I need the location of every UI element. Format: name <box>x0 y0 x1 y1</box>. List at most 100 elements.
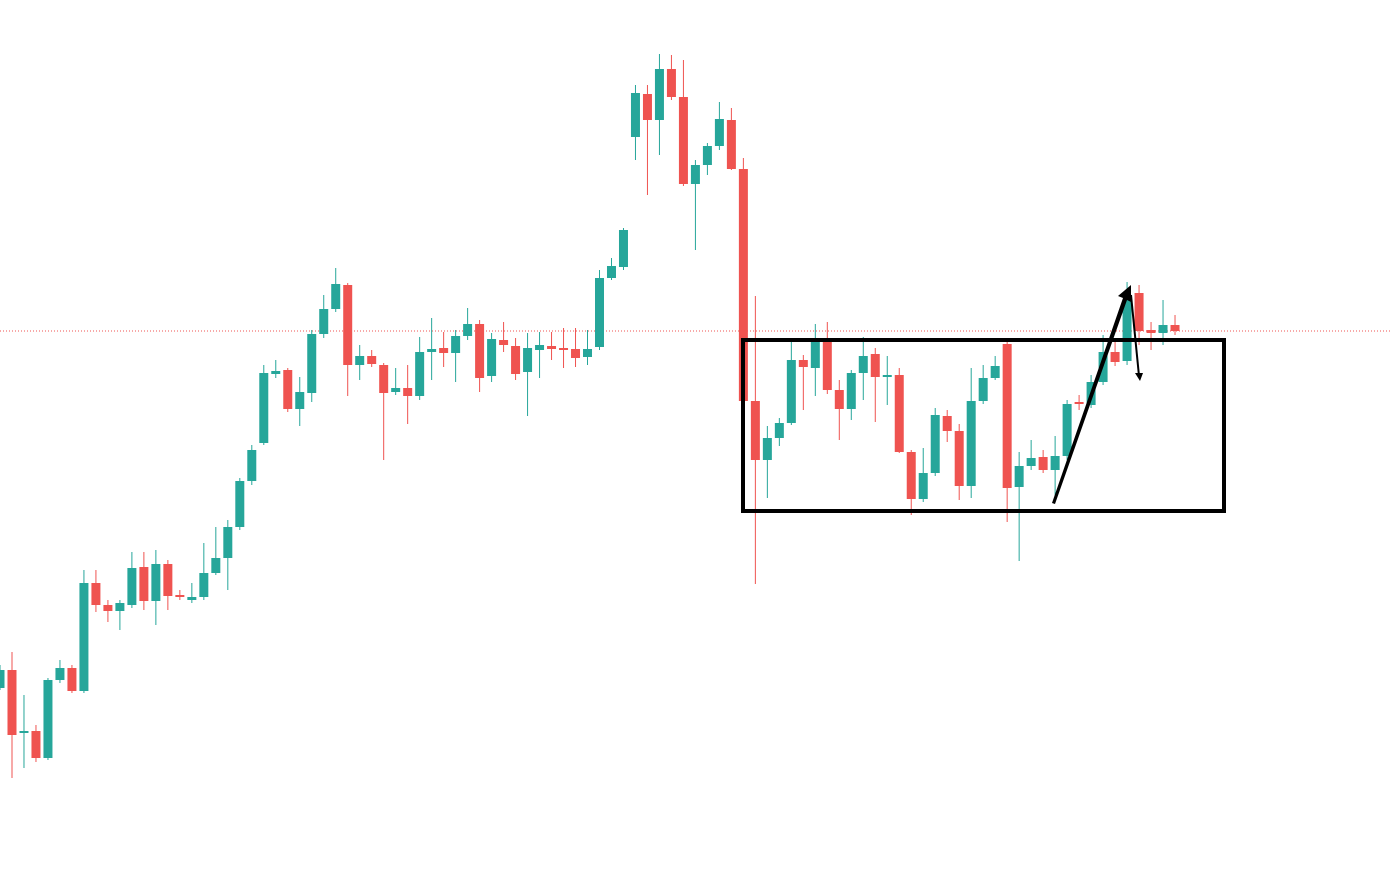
candle-body <box>738 169 748 401</box>
candle-body <box>762 438 772 460</box>
candle-body <box>91 583 101 605</box>
candle-body <box>223 527 233 558</box>
candle-body <box>1110 352 1120 362</box>
candle-body <box>906 452 916 499</box>
candle-body <box>1062 404 1072 456</box>
candle-body <box>427 349 437 352</box>
candle-body <box>547 346 557 349</box>
candle-body <box>187 597 197 600</box>
candle-body <box>654 69 664 120</box>
candle-body <box>55 668 65 680</box>
candle-body <box>595 278 604 347</box>
candle-body <box>295 392 305 409</box>
candle-body <box>990 366 1000 378</box>
candle-body <box>1158 325 1168 333</box>
candle-body <box>115 603 125 611</box>
candle-body <box>31 731 41 758</box>
candle-body <box>403 388 413 396</box>
candle-body <box>858 356 868 373</box>
candle-body <box>175 595 185 597</box>
candle-body <box>235 481 245 527</box>
down-arrow-head <box>1135 373 1143 381</box>
candle-body <box>726 120 736 169</box>
candle-body <box>391 388 401 392</box>
candle-body <box>343 285 353 365</box>
candle-body <box>583 349 593 357</box>
candle-body <box>511 346 521 374</box>
candle-body <box>798 360 808 367</box>
candle-body <box>1014 466 1024 487</box>
candle-body <box>618 230 628 267</box>
candle-body <box>367 356 377 364</box>
candle-body <box>79 583 89 691</box>
candle-body <box>319 309 329 334</box>
candle-body <box>1146 330 1156 333</box>
candle-body <box>199 573 209 597</box>
candle-body <box>331 284 341 309</box>
candle-body <box>19 731 29 733</box>
candle-body <box>1038 457 1048 470</box>
candle-body <box>702 146 712 165</box>
candle-body <box>678 97 688 184</box>
candle-body <box>127 568 137 605</box>
candle-body <box>499 340 509 345</box>
candle-body <box>247 450 257 481</box>
range-box <box>741 338 1226 513</box>
candle-body <box>163 564 173 596</box>
candle-body <box>930 415 940 473</box>
candle-body <box>151 564 161 601</box>
candle-body <box>978 378 988 401</box>
candle-body <box>307 334 317 393</box>
candle-body <box>1122 300 1132 361</box>
candle-body <box>103 605 113 611</box>
down-arrow-line <box>1130 294 1140 377</box>
candle-body <box>642 94 652 120</box>
candle-body <box>463 324 473 336</box>
candle-body <box>283 370 293 409</box>
candle-body <box>942 416 952 431</box>
candle-body <box>559 348 569 350</box>
candle-body <box>1002 344 1012 488</box>
candle-body <box>1050 456 1060 470</box>
candle-body <box>666 69 676 97</box>
candle-body <box>571 349 581 358</box>
candle-body <box>606 266 616 278</box>
candle-body <box>894 375 904 452</box>
candle-body <box>211 558 221 573</box>
candle-body <box>259 373 269 443</box>
candle-body <box>1074 402 1084 404</box>
candle-body <box>439 348 449 353</box>
candle-body <box>786 360 796 423</box>
candle-body <box>67 668 77 691</box>
candle-body <box>774 423 784 438</box>
candle-body <box>810 340 820 368</box>
candle-body <box>523 348 533 372</box>
candle-body <box>918 473 928 499</box>
candle-body <box>630 93 640 137</box>
candle-body <box>822 340 832 390</box>
candles <box>0 54 1390 778</box>
candle-body <box>882 375 892 377</box>
candle-body <box>690 165 700 184</box>
candle-body <box>535 345 545 350</box>
candle-body <box>415 352 425 396</box>
candle-body <box>846 373 856 409</box>
candle-body <box>966 401 976 486</box>
candle-body <box>1026 458 1036 466</box>
candle-body <box>475 324 485 378</box>
candle-body <box>0 670 5 688</box>
candle-body <box>714 119 724 146</box>
candle-body <box>1170 325 1180 331</box>
candle-body <box>43 680 53 758</box>
up-arrow <box>1052 285 1131 504</box>
candle-body <box>451 336 461 353</box>
candle-body <box>954 431 964 486</box>
candle-body <box>487 339 497 376</box>
candle-body <box>7 670 17 735</box>
candle-body <box>750 401 760 460</box>
candle-body <box>834 390 844 409</box>
candle-body <box>1134 293 1144 331</box>
candle-body <box>271 371 281 374</box>
